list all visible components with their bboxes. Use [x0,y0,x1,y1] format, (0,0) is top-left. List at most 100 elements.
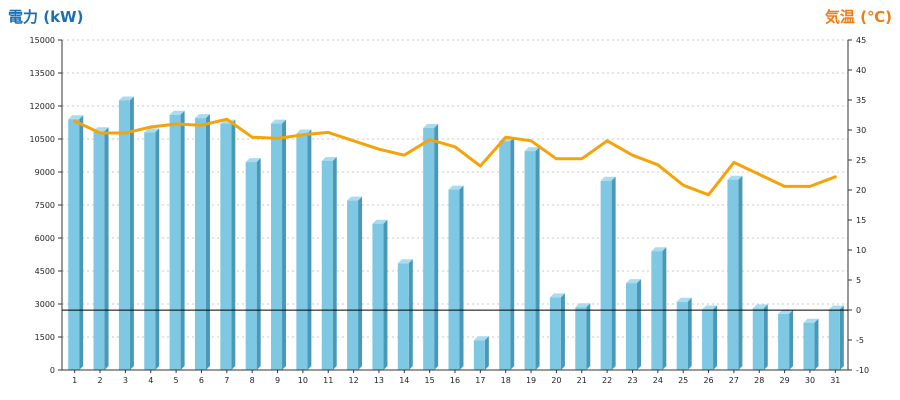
bar-front [220,123,232,370]
x-tick-label: 24 [653,376,663,385]
bar-side [180,110,185,371]
bar-top [144,128,160,133]
x-tick-label: 25 [678,376,688,385]
x-tick-label: 18 [501,376,511,385]
bar-top [245,158,261,163]
bar-side [763,304,768,370]
bar-top [651,247,667,252]
right-tick-label: 40 [856,66,866,75]
bar-side [560,293,565,370]
bar-top [524,147,540,152]
bar-top [676,297,692,302]
bar-side [789,309,794,370]
bar-top [549,293,565,298]
bar [778,309,794,370]
left-tick-label: 15000 [30,36,55,45]
bar-front [271,123,283,370]
left-tick-label: 3000 [35,300,55,309]
bar-side [332,157,337,370]
x-tick-label: 10 [298,376,308,385]
temperature-point [758,173,761,176]
bar [625,279,641,370]
bar-side [738,175,743,370]
bar-front [448,189,460,370]
bar-front [321,161,333,370]
bar-side [713,305,718,370]
bar [499,137,515,370]
bar-top [423,124,439,128]
temperature-point [529,139,533,142]
bar [727,175,743,370]
bar [473,336,489,370]
bar-side [256,158,261,370]
x-tick-label: 9 [275,376,280,385]
bar [271,119,287,370]
temperature-point [707,193,710,196]
bar-side [383,219,388,370]
bar [118,96,134,370]
right-tick-label: -5 [856,336,864,345]
bar [296,129,312,370]
bar-front [575,307,587,370]
bar [93,127,109,370]
bar-side [358,196,363,370]
bar-front [397,263,409,370]
bar-side [129,96,134,370]
bar [676,297,692,370]
bar-top [828,305,844,310]
bar-top [372,219,388,224]
x-tick-label: 2 [97,376,102,385]
temperature-point [403,154,406,157]
left-tick-label: 12000 [30,102,55,111]
bar-top [752,304,768,309]
bar-top [600,176,616,181]
temperature-point [479,164,482,168]
bar-front [296,133,308,370]
bar [347,196,363,370]
bar-top [625,279,641,284]
x-tick-label: 3 [123,376,128,385]
bar-side [307,129,312,370]
temperature-point [428,138,431,141]
bar-front [828,309,840,370]
temperature-point [301,133,305,136]
temperature-point [73,119,76,123]
bar-top [727,175,743,180]
bar-side [662,247,667,370]
bar-top [347,196,363,201]
bar-side [611,176,616,370]
bar [828,305,844,370]
right-tick-label: 15 [856,216,866,225]
temperature-point [504,136,507,139]
axes: 0 1500 3000 4500 6000 7500 9000 10500 12000 13500… [30,36,870,385]
right-tick-label: 10 [856,246,866,255]
bar-side [231,119,236,370]
bar [245,158,261,370]
bar-top [803,318,819,323]
bar-side [155,128,160,370]
x-tick-label: 28 [754,376,764,385]
bar-side [687,297,692,370]
bar [169,110,185,371]
bar-side [839,305,844,370]
bar-front [702,309,714,370]
left-tick-label: 9000 [35,168,55,177]
right-tick-label: 30 [856,126,866,135]
bar-side [205,114,210,370]
bar-side [484,336,489,370]
bar [702,305,718,370]
x-tick-label: 12 [348,376,358,385]
left-axis-title: 電力 (kW) [8,8,84,26]
bar-top [702,305,718,310]
left-tick-label: 0 [50,366,55,375]
temperature-point [124,131,127,135]
bar-top [575,303,591,308]
x-tick-label: 31 [830,376,840,385]
x-tick-label: 5 [174,376,179,385]
x-tick-label: 6 [199,376,204,385]
temperature-point [174,122,178,126]
right-tick-label: 35 [856,96,866,105]
bar-front [347,200,359,370]
bar [575,303,591,370]
bar-front [245,162,257,370]
